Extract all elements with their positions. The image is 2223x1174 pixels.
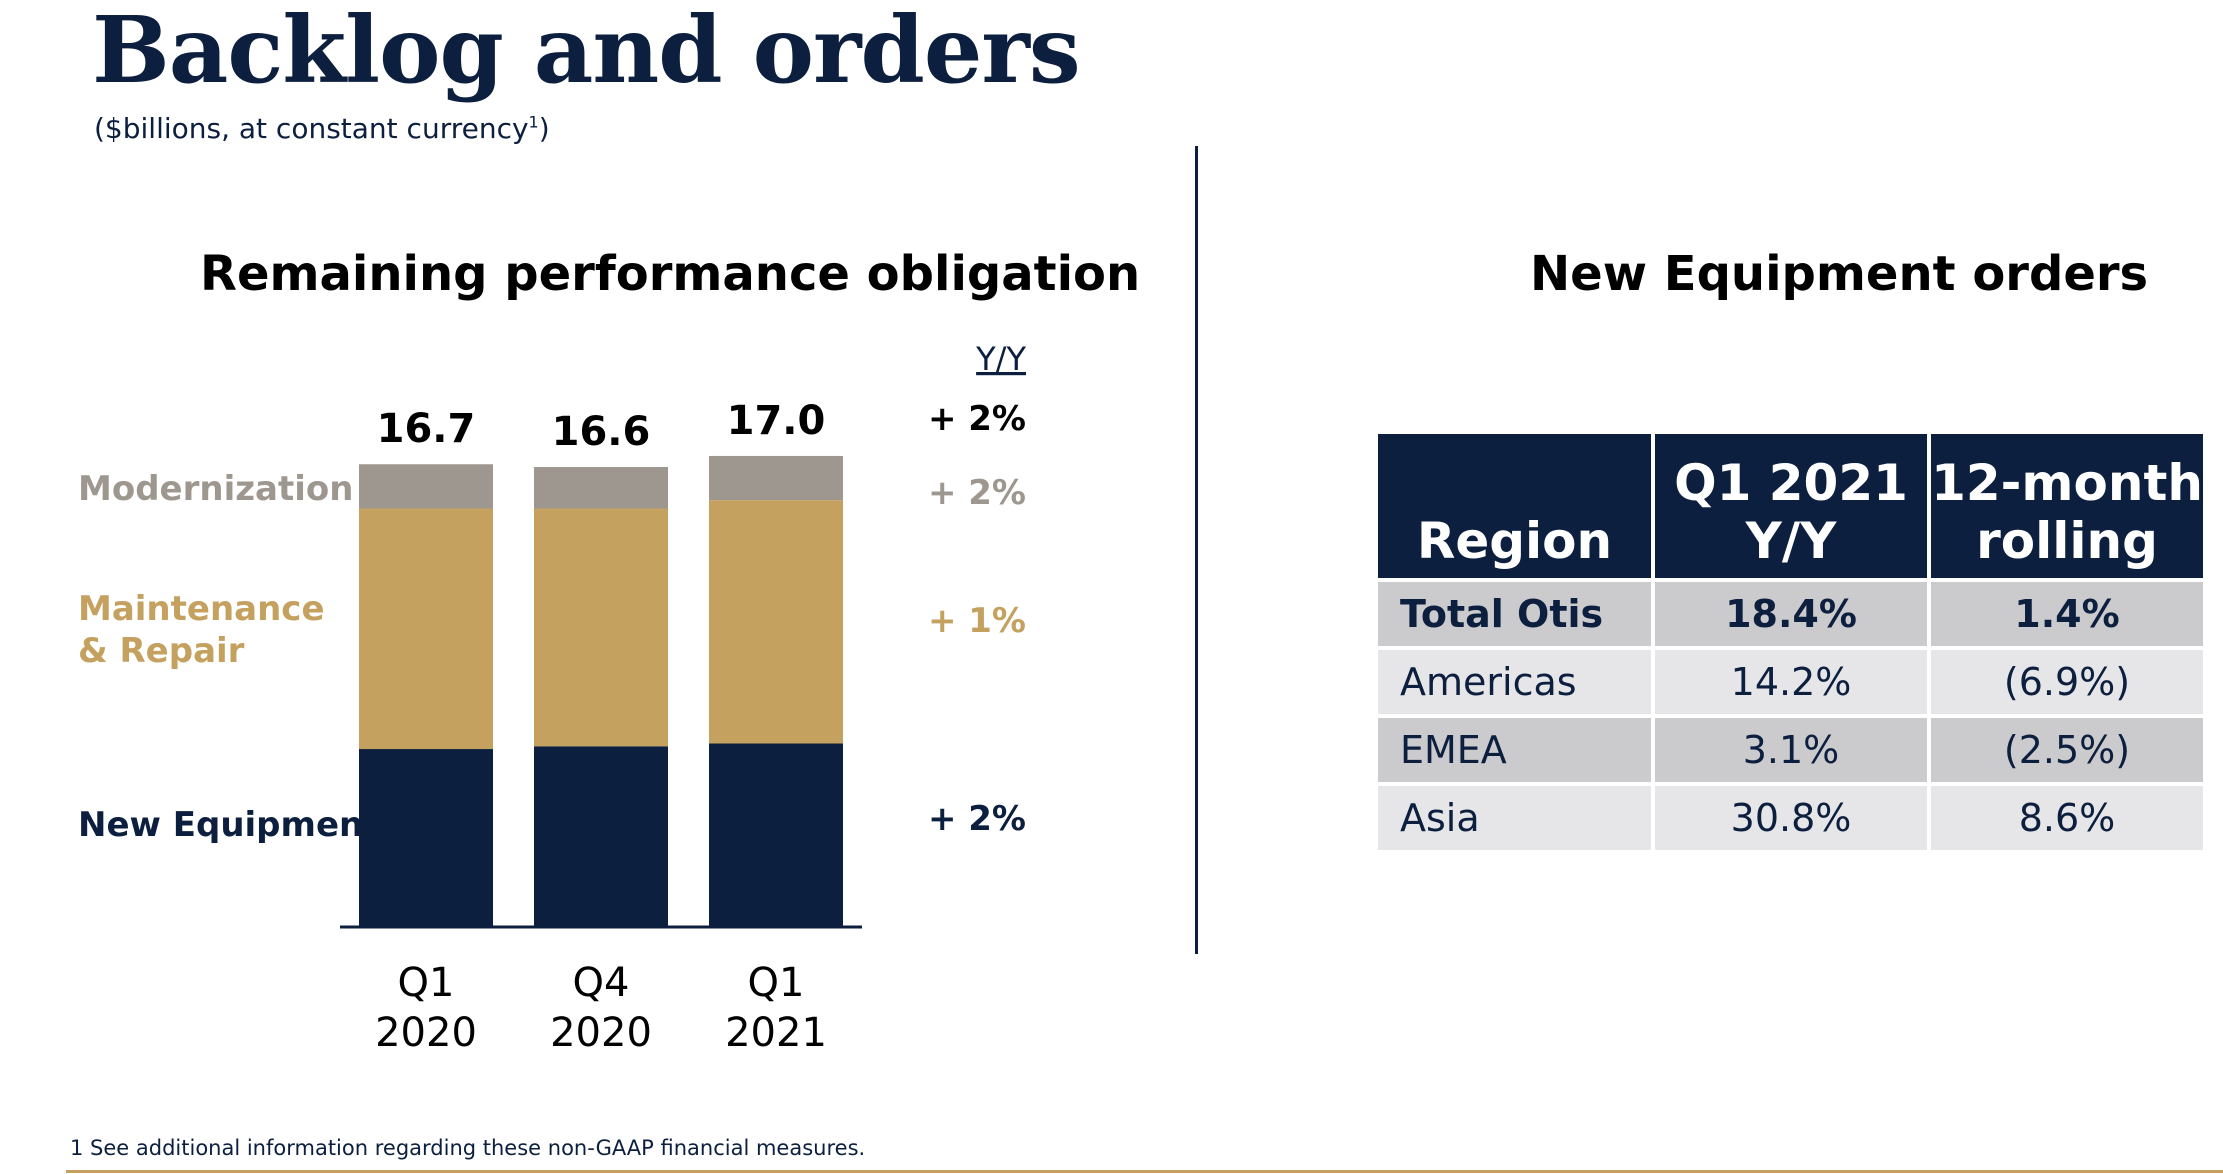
x-tick-label: Q4: [573, 960, 630, 1006]
x-tick-label: 2020: [375, 1010, 477, 1056]
bar-segment: [709, 455, 843, 501]
x-tick-label: 2020: [550, 1010, 652, 1056]
cell-q1-yoy: 3.1%: [1651, 714, 1931, 786]
cell-12-month: 8.6%: [1927, 782, 2207, 854]
subtitle-text: ($billions, at constant currency: [94, 112, 529, 145]
x-tick-label: Q1: [748, 960, 805, 1006]
yoy-series-label: + 1%: [928, 601, 1026, 641]
header-line: Y/Y: [1745, 512, 1837, 570]
orders-title: New Equipment orders: [1530, 246, 2149, 302]
cell-12-month: (6.9%): [1927, 646, 2207, 718]
footnote: 1 See additional information regarding t…: [70, 1136, 866, 1160]
bar-total-label: 16.7: [377, 406, 476, 452]
series-label: Modernization: [78, 468, 353, 510]
cell-12-month: 1.4%: [1927, 578, 2207, 650]
cell-q1-yoy: 14.2%: [1651, 646, 1931, 718]
yoy-series-label: + 2%: [928, 799, 1026, 839]
cell-q1-yoy: 18.4%: [1651, 578, 1931, 650]
series-label: New Equipment: [78, 804, 379, 846]
table-row: Americas 14.2% (6.9%): [1374, 646, 2207, 718]
header-region: Region: [1374, 430, 1655, 582]
series-label-line: Modernization: [78, 469, 354, 509]
orders-header-row: Region Q1 2021 Y/Y 12-month rolling: [1374, 430, 2207, 582]
bar-total-label: 16.6: [552, 409, 651, 455]
series-label-line: & Repair: [78, 631, 245, 671]
x-tick-label: 2021: [725, 1010, 827, 1056]
table-row: EMEA 3.1% (2.5%): [1374, 714, 2207, 786]
bar-segment: [534, 746, 668, 926]
series-label-line: New Equipment: [78, 805, 380, 845]
yoy-header: Y/Y: [975, 340, 1026, 378]
bar-segment: [709, 500, 843, 744]
cell-region: Asia: [1374, 782, 1655, 854]
page-subtitle: ($billions, at constant currency1): [94, 112, 550, 145]
bar-segment: [359, 464, 493, 509]
header-line: rolling: [1976, 512, 2158, 570]
bottom-rule: [66, 1170, 2223, 1173]
bar-segment: [534, 467, 668, 509]
cell-12-month: (2.5%): [1927, 714, 2207, 786]
bar-total-label: 17.0: [727, 398, 826, 444]
header-line: 12-month: [1931, 454, 2203, 512]
table-row: Asia 30.8% 8.6%: [1374, 782, 2207, 854]
header-12-month: 12-month rolling: [1927, 430, 2207, 582]
header-q1-yoy: Q1 2021 Y/Y: [1651, 430, 1931, 582]
bar-segment: [534, 508, 668, 747]
cell-q1-yoy: 30.8%: [1651, 782, 1931, 854]
orders-table: Region Q1 2021 Y/Y 12-month rolling Total …: [1374, 430, 2207, 854]
yoy-total-label: + 2%: [928, 399, 1026, 439]
chart-title: Remaining performance obligation: [200, 246, 1141, 302]
series-label-line: Maintenance: [78, 589, 325, 629]
subtitle-close: ): [538, 112, 550, 145]
bar-segment: [359, 749, 493, 926]
table-row: Total Otis 18.4% 1.4%: [1374, 578, 2207, 650]
bar-segment: [359, 508, 493, 750]
header-line: Region: [1416, 512, 1613, 570]
x-tick-label: Q1: [398, 960, 455, 1006]
vertical-divider: [1195, 146, 1198, 954]
page-title: Backlog and orders: [92, 0, 1081, 104]
subtitle-footnote-marker: 1: [528, 112, 539, 132]
yoy-series-label: + 2%: [928, 473, 1026, 513]
series-label: Maintenance & Repair: [78, 588, 325, 672]
header-line: Q1 2021: [1674, 454, 1908, 512]
bar-segment: [709, 743, 843, 926]
cell-region: Total Otis: [1374, 578, 1655, 650]
cell-region: EMEA: [1374, 714, 1655, 786]
cell-region: Americas: [1374, 646, 1655, 718]
